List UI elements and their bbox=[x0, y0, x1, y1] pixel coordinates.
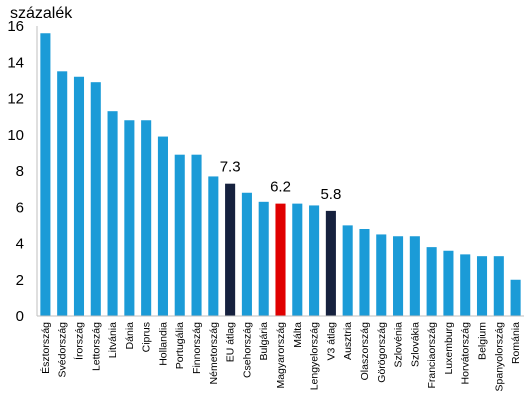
y-tick-label: 16 bbox=[7, 18, 24, 35]
x-category-label: Lengyelország bbox=[309, 322, 321, 390]
y-tick-label: 10 bbox=[7, 127, 24, 144]
data-label: 5.8 bbox=[320, 186, 341, 203]
bar bbox=[325, 210, 336, 316]
bar bbox=[409, 236, 420, 316]
x-category-label: Svédország bbox=[57, 322, 69, 378]
bar bbox=[208, 176, 219, 316]
bar bbox=[476, 256, 488, 316]
bar bbox=[309, 205, 320, 316]
category-labels: Észtország Svédország Írország Lettország Li… bbox=[39, 322, 522, 392]
x-category-label: Németország bbox=[208, 322, 220, 385]
y-axis-ticks: 0 2 4 6 8 10 12 14 16 bbox=[7, 18, 24, 325]
bar bbox=[241, 192, 252, 316]
data-label: 7.3 bbox=[220, 159, 241, 176]
x-category-label: Szlovákia bbox=[409, 322, 421, 367]
x-category-label: Görögország bbox=[376, 322, 388, 383]
bar bbox=[359, 229, 370, 316]
bar bbox=[90, 82, 101, 316]
y-tick-label: 12 bbox=[7, 91, 24, 108]
x-category-label: Dánia bbox=[124, 322, 136, 350]
x-category-label: Belgium bbox=[477, 322, 489, 360]
bar bbox=[73, 76, 85, 316]
x-category-label: Írország bbox=[72, 322, 85, 360]
x-category-label: Lettország bbox=[90, 322, 102, 371]
y-tick-label: 2 bbox=[16, 272, 24, 289]
bar bbox=[191, 154, 202, 316]
x-category-label: Bulgária bbox=[258, 322, 270, 361]
bar bbox=[57, 71, 68, 316]
bar bbox=[275, 203, 286, 316]
y-tick-label: 6 bbox=[16, 199, 24, 216]
bar bbox=[225, 183, 236, 316]
x-category-label: Észtország bbox=[39, 322, 52, 374]
x-category-label: Ciprus bbox=[141, 322, 153, 352]
x-category-label: Hollandia bbox=[157, 322, 169, 366]
x-category-label: Románia bbox=[510, 322, 522, 364]
bar bbox=[493, 256, 504, 316]
bar bbox=[258, 201, 269, 316]
y-tick-label: 8 bbox=[16, 163, 24, 180]
bar bbox=[443, 250, 454, 316]
x-category-label: Ausztria bbox=[342, 322, 354, 360]
y-tick-label: 0 bbox=[16, 308, 24, 325]
bar bbox=[342, 225, 353, 316]
bar bbox=[426, 247, 437, 316]
x-category-label: Luxemburg bbox=[443, 322, 455, 375]
x-category-label: Szlovénia bbox=[393, 322, 405, 368]
data-label: 6.2 bbox=[270, 179, 291, 196]
bar bbox=[393, 236, 404, 316]
bar bbox=[460, 254, 471, 316]
x-category-label: Litvánia bbox=[107, 322, 119, 358]
bar bbox=[292, 203, 303, 316]
y-axis-unit-label: százalék bbox=[10, 5, 73, 22]
y-tick-label: 14 bbox=[7, 54, 24, 71]
bar bbox=[107, 111, 118, 316]
bar bbox=[174, 154, 185, 316]
x-category-label: Finnország bbox=[191, 322, 203, 374]
bars-group bbox=[40, 33, 521, 316]
x-category-label: Portugália bbox=[174, 322, 186, 369]
bar bbox=[510, 279, 521, 316]
x-category-label: Csehország bbox=[241, 322, 253, 378]
bar bbox=[157, 136, 168, 316]
data-labels: 7.3 6.2 5.8 bbox=[220, 159, 342, 203]
x-category-label: Málta bbox=[292, 322, 304, 348]
bar bbox=[376, 234, 387, 316]
x-category-label: EU átlag bbox=[225, 322, 237, 362]
bar bbox=[124, 120, 135, 316]
bar bbox=[141, 120, 152, 316]
bar bbox=[40, 33, 51, 316]
x-category-label: Spanyolország bbox=[493, 322, 505, 392]
x-category-label: Magyarország bbox=[275, 322, 287, 389]
x-category-label: V3 átlag bbox=[325, 322, 337, 361]
y-tick-label: 4 bbox=[16, 236, 24, 253]
x-category-label: Horvátország bbox=[460, 322, 472, 385]
x-category-label: Franciaország bbox=[426, 322, 438, 389]
x-category-label: Olaszország bbox=[359, 322, 371, 381]
